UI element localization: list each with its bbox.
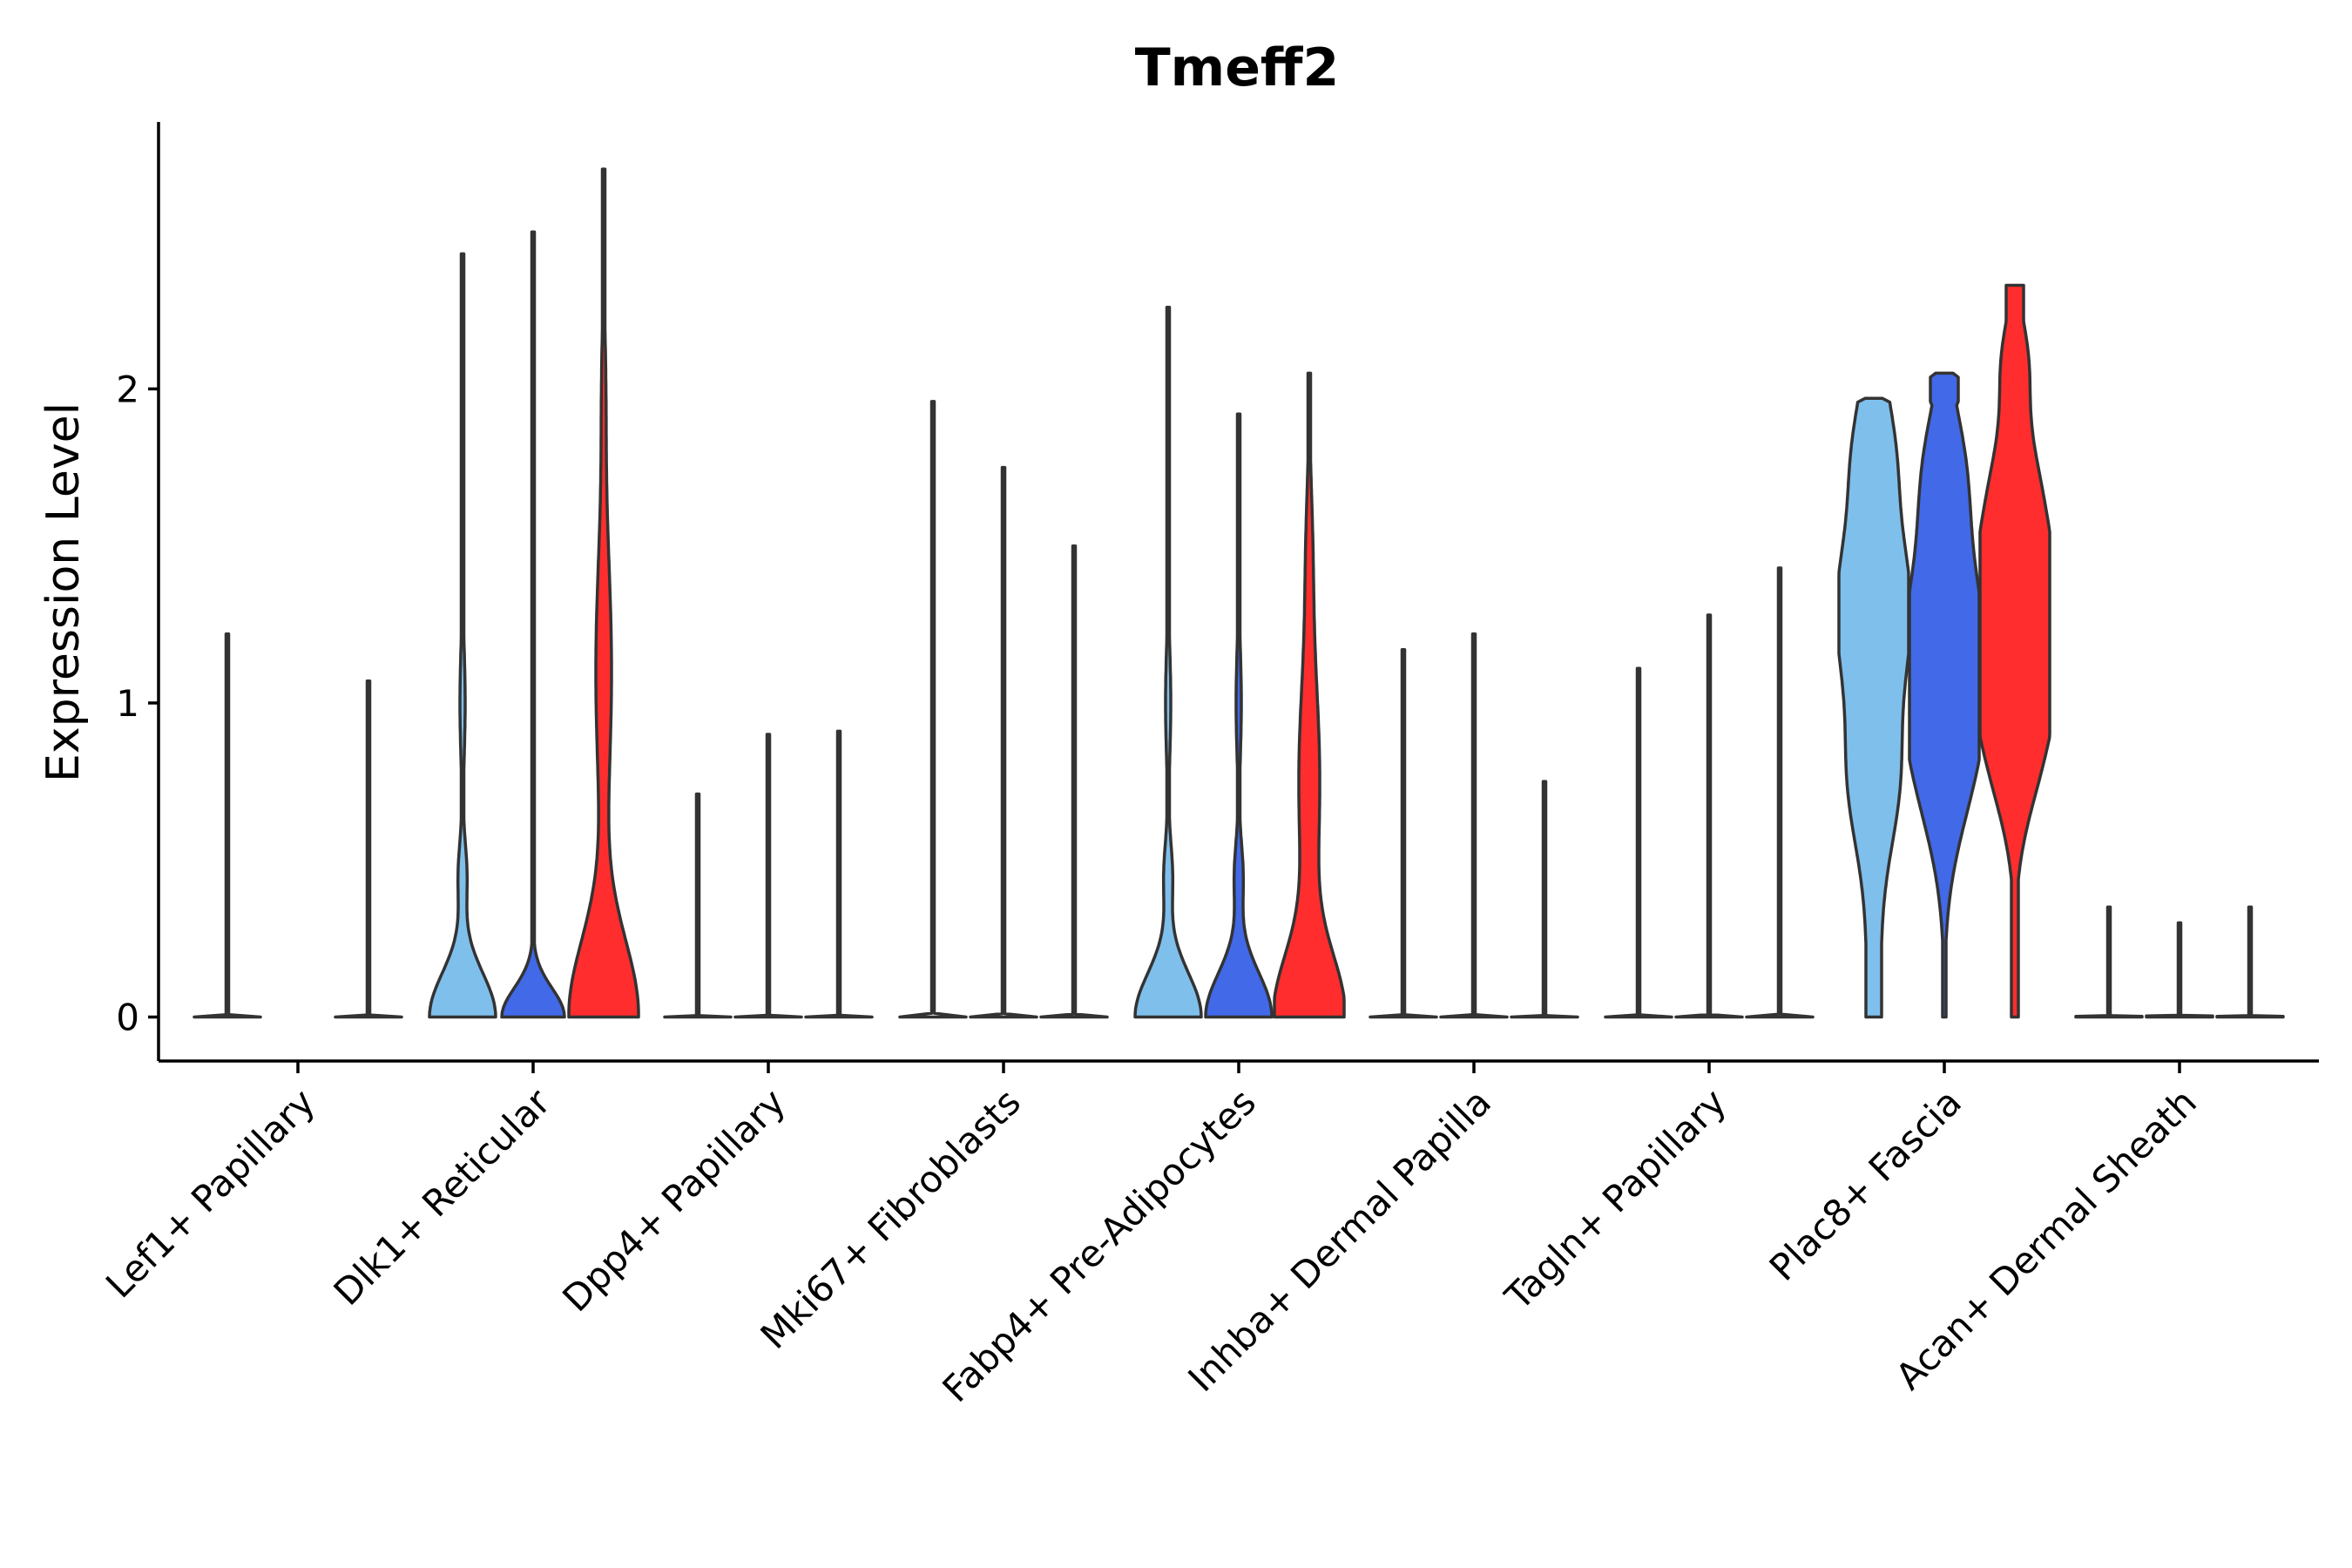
violin-1-9 [2074, 905, 2144, 1019]
y-tick-label: 2 [116, 368, 139, 410]
violins-layer [193, 167, 2285, 1019]
violin-3-1 [334, 679, 403, 1019]
violin-2-5 [1204, 412, 1274, 1019]
violin-1-3 [663, 792, 733, 1019]
violin-3-5 [1273, 371, 1346, 1019]
violin-2-9 [2145, 921, 2214, 1019]
y-tick-label: 0 [116, 997, 139, 1039]
x-tick-label: Dpp4+ Papillary [554, 1080, 794, 1320]
violin-1-2 [428, 252, 497, 1019]
violin-3-9 [2215, 905, 2285, 1019]
x-tick-label: Lef1+ Papillary [98, 1080, 323, 1306]
violin-3-6 [1510, 780, 1579, 1019]
violin-1-7 [1604, 666, 1673, 1019]
violin-1-6 [1369, 647, 1438, 1019]
violin-1-1 [193, 632, 262, 1019]
violin-1-8 [1837, 396, 1910, 1019]
violin-3-4 [1039, 544, 1109, 1019]
violin-2-4 [969, 465, 1038, 1019]
violin-1-5 [1133, 305, 1203, 1019]
violin-3-3 [804, 729, 874, 1019]
x-tick-label: Mki67+ Fibroblasts [753, 1080, 1029, 1356]
violin-1-4 [898, 400, 968, 1019]
x-tick-label: Tagln+ Papillary [1497, 1080, 1734, 1318]
violin-2-8 [1908, 371, 1981, 1019]
violin-2-6 [1439, 632, 1509, 1019]
violin-3-2 [567, 167, 640, 1019]
y-tick-label: 1 [116, 682, 139, 725]
x-tick-label: Plac8+ Fascia [1761, 1080, 1970, 1288]
x-tick-label: Dlk1+ Reticular [326, 1080, 559, 1314]
violin-2-3 [733, 733, 803, 1019]
violin-3-7 [1745, 566, 1815, 1019]
chart-title: Tmeff2 [1135, 37, 1340, 98]
violin-3-8 [1978, 283, 2051, 1019]
y-axis-label: Expression Level [37, 402, 90, 782]
violin-2-7 [1674, 613, 1744, 1019]
violin-2-2 [500, 230, 566, 1019]
